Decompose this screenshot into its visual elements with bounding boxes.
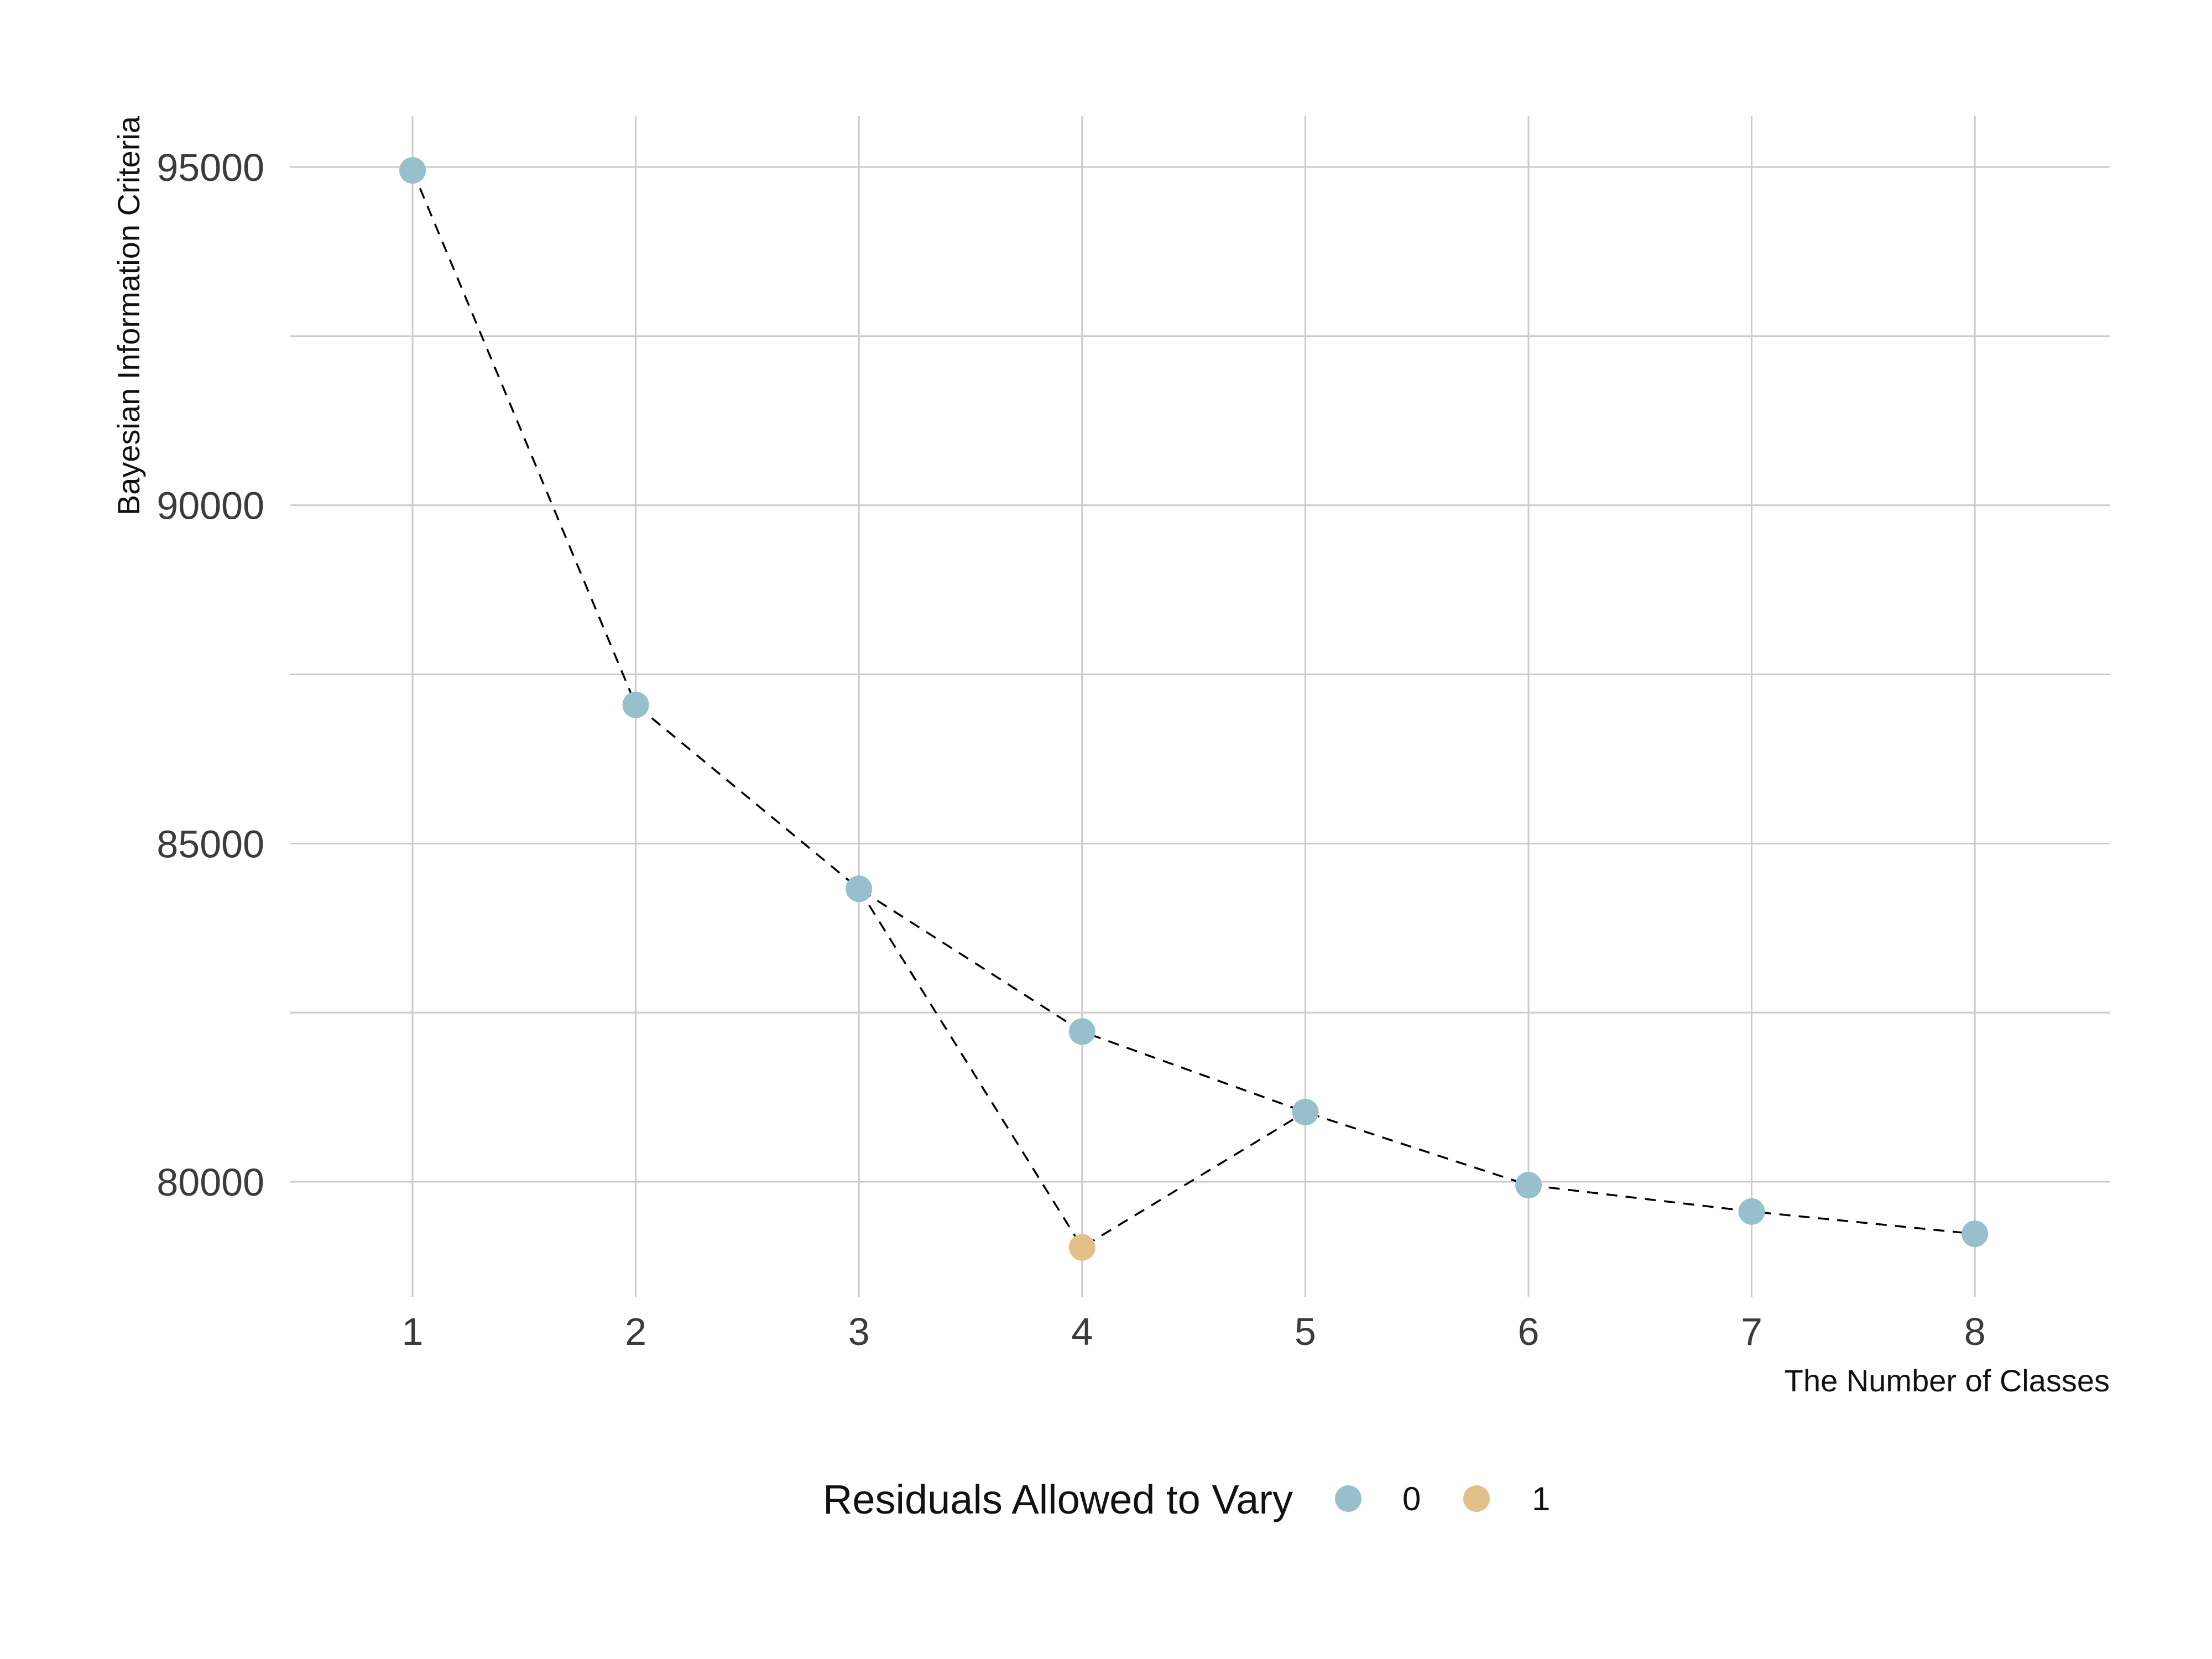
data-points xyxy=(399,157,1989,1261)
x-tick-label-3: 3 xyxy=(848,1310,870,1353)
point-series-1-class-4 xyxy=(1068,1234,1095,1261)
y-axis-title: Bayesian Information Criteria xyxy=(111,116,146,515)
x-tick-label-2: 2 xyxy=(625,1310,646,1353)
legend-label-0: 0 xyxy=(1402,1480,1421,1517)
legend: Residuals Allowed to Vary 0 1 xyxy=(823,1477,1550,1522)
tick-labels: 1 2 3 4 5 6 7 8 80000 85000 90000 95000 xyxy=(156,146,1985,1353)
x-tick-label-4: 4 xyxy=(1071,1310,1093,1353)
y-tick-label-90000: 90000 xyxy=(156,484,264,528)
point-series-0-class-8 xyxy=(1961,1220,1989,1248)
point-series-0-class-3 xyxy=(846,875,873,902)
point-series-0-class-5 xyxy=(1292,1098,1319,1125)
legend-title: Residuals Allowed to Vary xyxy=(823,1477,1293,1522)
x-tick-label-1: 1 xyxy=(402,1310,424,1353)
point-series-0-class-4 xyxy=(1068,1018,1095,1045)
x-tick-label-7: 7 xyxy=(1741,1310,1762,1353)
legend-swatch-0 xyxy=(1335,1485,1361,1512)
y-tick-label-85000: 85000 xyxy=(156,822,264,865)
point-series-0-class-1 xyxy=(399,157,426,184)
connecting-lines xyxy=(411,170,1975,1249)
y-tick-label-80000: 80000 xyxy=(156,1161,264,1204)
x-tick-label-8: 8 xyxy=(1964,1310,1986,1353)
x-axis-title: The Number of Classes xyxy=(1785,1363,2110,1398)
y-tick-label-95000: 95000 xyxy=(156,146,264,189)
connecting-line-0 xyxy=(411,170,1975,1235)
x-tick-label-5: 5 xyxy=(1295,1310,1316,1353)
legend-swatch-1 xyxy=(1463,1485,1490,1512)
legend-label-1: 1 xyxy=(1532,1480,1550,1517)
connecting-line-1 xyxy=(858,888,1306,1249)
grid-layer xyxy=(290,116,2110,1297)
point-series-0-class-2 xyxy=(622,691,649,718)
point-series-0-class-6 xyxy=(1515,1172,1542,1199)
point-series-0-class-7 xyxy=(1738,1198,1765,1225)
x-tick-label-6: 6 xyxy=(1518,1310,1540,1353)
